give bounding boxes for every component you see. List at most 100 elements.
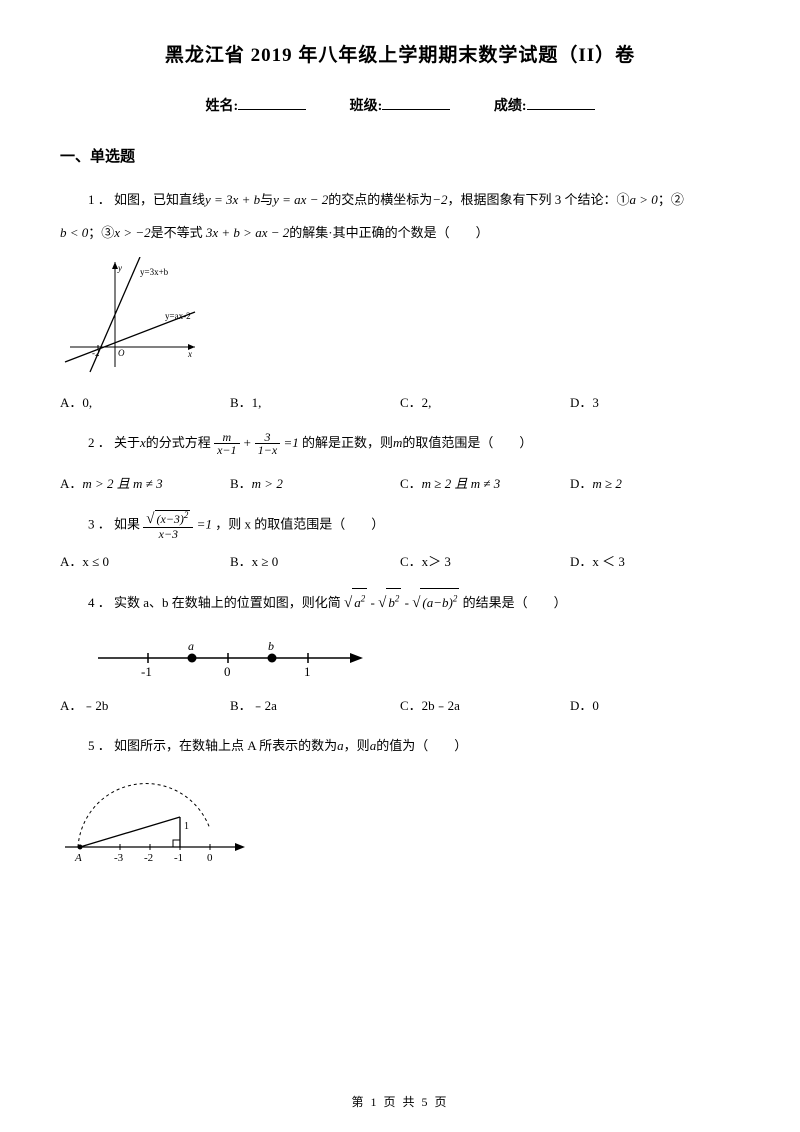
q2-options: A．m > 2 且 m ≠ 3 B．m > 2 C．m ≥ 2 且 m ≠ 3 … — [60, 473, 740, 492]
q4-option-b: B．﹣2a — [230, 695, 400, 714]
q4-text-1: 4 ． 实数 a、b 在数轴上的位置如图，则化简 — [88, 595, 341, 610]
q3-option-c: C．x＞ 3 — [400, 551, 570, 570]
q2-plus: + — [243, 435, 252, 450]
q3-radicand-exp: 2 — [184, 510, 189, 520]
q2-option-a: A．m > 2 且 m ≠ 3 — [60, 473, 230, 492]
q2-frac1-den: x−1 — [214, 444, 239, 457]
question-3: 3 ． 如果 (x−3)2 x−3 =1 ，则 x 的取值范围是（ ） — [88, 510, 740, 541]
q1-text-1: 1 ． 如图，已知直线 — [88, 192, 205, 207]
q4-sqrt-1: a2 — [344, 588, 367, 620]
page-footer: 第 1 页 共 5 页 — [0, 1093, 800, 1110]
q1-option-c: C．2, — [400, 392, 570, 411]
q4-option-a: A．﹣2b — [60, 695, 230, 714]
q4-tick-0: 0 — [224, 664, 231, 678]
q2-optA-val: m > 2 且 m ≠ 3 — [82, 476, 162, 491]
q5-tick-neg3: -3 — [114, 852, 124, 864]
q4-sqrt3-base: (a−b) — [422, 595, 452, 610]
q5-point-A: A — [74, 852, 82, 864]
q2-text-1: 2 ． 关于 — [88, 435, 140, 450]
q5-tick-neg2: -2 — [144, 852, 153, 864]
q1-text-7: 是不等式 — [151, 225, 206, 240]
q4-minus-2: - — [405, 595, 413, 610]
q1-text-2: 与 — [260, 192, 273, 207]
q2-frac-2: 31−x — [255, 431, 280, 457]
question-1: 1 ． 如图，已知直线y = 3x + b与y = ax − 2的交点的横坐标为… — [60, 186, 740, 213]
q3-options: A．x ≤ 0 B．x ≥ 0 C．x＞ 3 D．x ＜ 3 — [60, 551, 740, 570]
q4-option-d: D．0 — [570, 695, 740, 714]
q3-option-d: D．x ＜ 3 — [570, 551, 740, 570]
q5-text-3: 的值为（ ） — [376, 738, 467, 753]
q4-sqrt3-exp: 2 — [453, 594, 458, 604]
question-5: 5 ． 如图所示，在数轴上点 A 所表示的数为a，则a的值为（ ） — [88, 732, 740, 759]
q1-text-6: ；③ — [88, 225, 114, 240]
q5-tick-neg1: -1 — [174, 852, 183, 864]
q2-option-b: B．m > 2 — [230, 473, 400, 492]
q5-height-label: 1 — [184, 821, 189, 832]
q4-sqrt-3: (a−b)2 — [412, 588, 459, 620]
q2-option-d: D．m ≥ 2 — [570, 473, 740, 492]
q1-expr-2: y = ax − 2 — [273, 192, 328, 207]
q1-option-d: D．3 — [570, 392, 740, 411]
q1-text-4: ，根据图象有下列 3 个结论：① — [448, 192, 630, 207]
student-info-line: 姓名: 班级: 成绩: — [60, 95, 740, 115]
q2-var-m: m — [393, 435, 402, 450]
q2-eq: =1 — [283, 435, 298, 450]
q3-option-b: B．x ≥ 0 — [230, 551, 400, 570]
q3-text-1: 3 ． 如果 — [88, 516, 140, 531]
q2-optD-label: D． — [570, 476, 592, 491]
q3-sqrt: (x−3)2 — [146, 510, 190, 528]
q3-frac-den: x−3 — [143, 528, 193, 541]
q4-figure: -1 0 1 a b — [88, 630, 740, 683]
q1-fig-xtick: -2 — [92, 348, 100, 358]
score-label: 成绩: — [494, 99, 527, 114]
q3-frac-num: (x−3)2 — [143, 510, 193, 529]
q5-text-1: 5 ． 如图所示，在数轴上点 A 所表示的数为 — [88, 738, 337, 753]
q3-text-2: ，则 x 的取值范围是（ ） — [215, 516, 384, 531]
score-blank — [527, 109, 595, 110]
q2-optC-label: C． — [400, 476, 422, 491]
question-1-line2: b < 0；③x > −2是不等式 3x + b > ax − 2的解集·其中正… — [60, 219, 740, 246]
q1-expr-3: −2 — [432, 192, 447, 207]
q2-frac1-num: m — [214, 431, 239, 445]
q4-sqrt2-exp: 2 — [395, 594, 400, 604]
q1-expr-6: 3x + b > ax − 2 — [206, 225, 289, 240]
class-label: 班级: — [350, 99, 383, 114]
class-blank — [382, 109, 450, 110]
q4-option-c: C．2b﹣2a — [400, 695, 570, 714]
q1-figure: y x O -2 y=3x+b y=ax-2 — [60, 257, 740, 380]
page-title: 黑龙江省 2019 年八年级上学期期末数学试题（II）卷 — [60, 40, 740, 67]
q4-minus-1: - — [371, 595, 379, 610]
q2-optB-label: B． — [230, 476, 252, 491]
q4-sqrt1-exp: 2 — [361, 594, 366, 604]
q5-tick-0: 0 — [207, 852, 213, 864]
q1-option-a: A．0, — [60, 392, 230, 411]
q1-fig-y-label: y — [117, 263, 122, 273]
q2-option-c: C．m ≥ 2 且 m ≠ 3 — [400, 473, 570, 492]
q2-text-3: 的解是正数，则 — [302, 435, 393, 450]
q1-text-3: 的交点的横坐标为 — [328, 192, 432, 207]
q4-tick-1: 1 — [304, 664, 311, 678]
q4-sqrt-2: b2 — [378, 588, 401, 620]
q2-optA-label: A． — [60, 476, 82, 491]
q2-text-4: 的取值范围是（ ） — [402, 435, 532, 450]
q2-frac2-num: 3 — [255, 431, 280, 445]
q1-text-8: 的解集·其中正确的个数是（ ） — [289, 225, 488, 240]
q2-text-2: 的分式方程 — [146, 435, 211, 450]
q4-point-a: a — [188, 639, 194, 653]
q1-option-b: B．1, — [230, 392, 400, 411]
q3-eq: =1 — [197, 516, 212, 531]
q2-optC-val: m ≥ 2 且 m ≠ 3 — [422, 476, 501, 491]
q1-options: A．0, B．1, C．2, D．3 — [60, 392, 740, 411]
q5-figure: -3 -2 -1 0 1 A — [60, 769, 740, 869]
q5-text-2: ，则 — [344, 738, 370, 753]
q3-radicand: (x−3) — [157, 512, 184, 526]
q4-text-2: 的结果是（ ） — [463, 595, 567, 610]
q2-frac-1: mx−1 — [214, 431, 239, 457]
q1-fig-line1-label: y=3x+b — [140, 267, 169, 277]
q1-text-5: ；② — [658, 192, 684, 207]
q1-expr-4: a > 0 — [630, 192, 658, 207]
q1-fig-origin: O — [118, 348, 125, 358]
q3-frac: (x−3)2 x−3 — [143, 510, 193, 541]
section-1-heading: 一、单选题 — [60, 145, 740, 166]
q1-expr-b: b < 0 — [60, 225, 88, 240]
